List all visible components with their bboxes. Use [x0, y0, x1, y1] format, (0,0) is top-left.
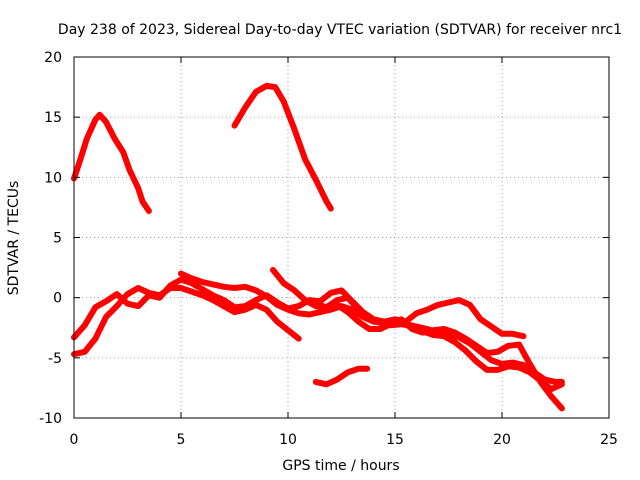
x-tick-labels: 0 5 10 15 20 25 [70, 432, 618, 448]
y-tick-label: -10 [39, 411, 62, 427]
x-tick-label: 15 [386, 432, 404, 448]
y-tick-labels: -10 -5 0 5 10 15 20 [39, 50, 62, 427]
y-tick-label: -5 [48, 351, 62, 367]
x-tick-label: 20 [493, 432, 511, 448]
x-tick-label: 5 [177, 432, 186, 448]
axis-ticks [73, 56, 610, 419]
y-tick-label: 0 [53, 291, 62, 307]
y-tick-label: 15 [44, 110, 62, 126]
series-line-arc-7 [312, 300, 565, 412]
series-line-arc-2 [231, 82, 334, 212]
chart-title: Day 238 of 2023, Sidereal Day-to-day VTE… [58, 22, 622, 38]
data-series [71, 82, 565, 412]
series-line-arc-1 [71, 111, 152, 214]
y-tick-label: 10 [44, 170, 62, 186]
series-line-arc-8 [312, 365, 371, 388]
x-tick-label: 25 [600, 432, 618, 448]
series-line-arc-4 [71, 285, 302, 358]
x-axis-label: GPS time / hours [282, 458, 399, 474]
x-tick-label: 10 [279, 432, 297, 448]
y-tick-label: 5 [53, 231, 62, 247]
y-tick-label: 20 [44, 50, 62, 66]
y-axis-label: SDTVAR / TECUs [6, 181, 22, 296]
x-tick-label: 0 [70, 432, 79, 448]
